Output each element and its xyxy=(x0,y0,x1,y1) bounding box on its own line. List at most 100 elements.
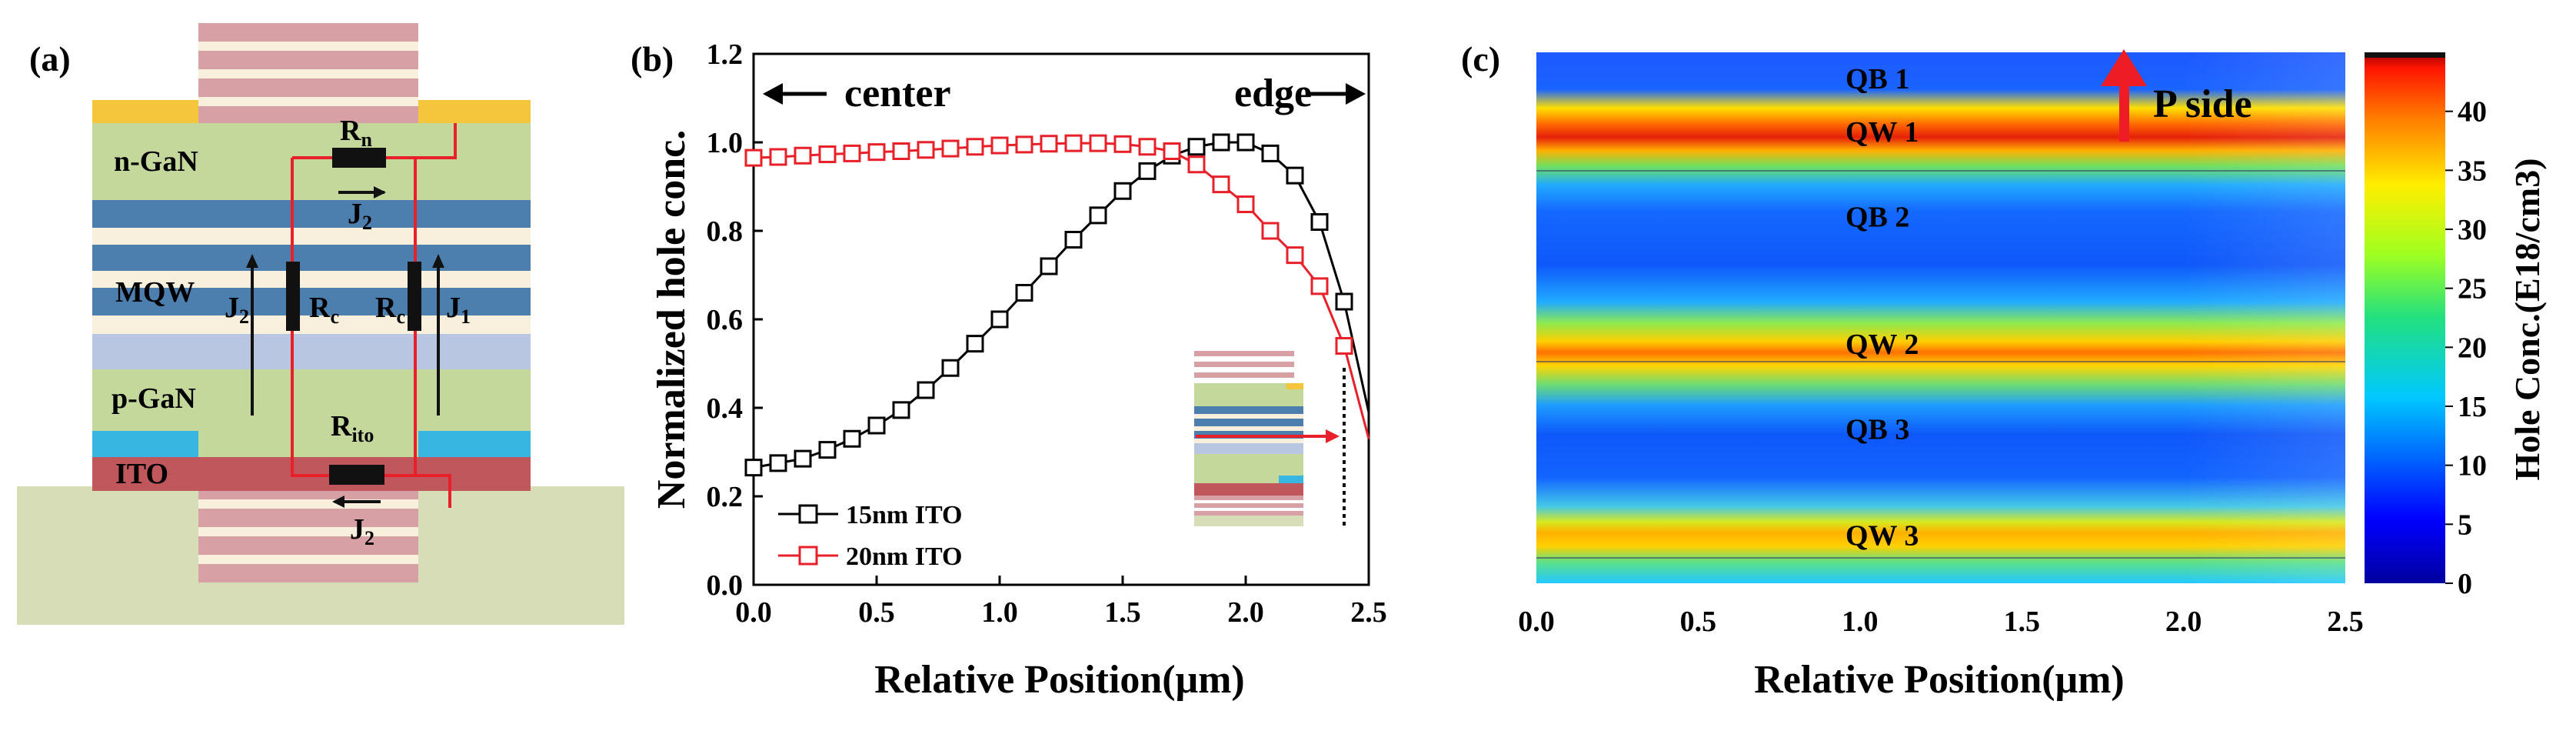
legend-15nm-text: 15nm ITO xyxy=(846,501,962,529)
b-data-point xyxy=(1015,135,1033,154)
resistor-rc-left xyxy=(286,262,300,331)
b-y-tick-label: 1.0 xyxy=(707,127,744,159)
center-arrow-head xyxy=(763,83,783,105)
b-data-point xyxy=(1310,277,1329,295)
spacer-stripe-1 xyxy=(92,228,531,245)
c-region-label: QB 2 xyxy=(1845,201,1909,233)
c-region-label: QB 1 xyxy=(1845,63,1909,95)
barrier-stripe-3 xyxy=(92,288,531,315)
b-axis-ticks: 0.0 0.5 1.0 1.5 2.0 2.5 0.0 0.2 0.4 0.6 0.8 1.0 1.2 xyxy=(707,38,1387,629)
colorbar-tick-label: 15 xyxy=(2458,391,2487,423)
p-gan-layer xyxy=(92,369,531,431)
colorbar-title: Hole Conc.(E18/cm3) xyxy=(2508,158,2547,480)
b-data-point xyxy=(1089,134,1107,152)
b-data-point xyxy=(917,141,935,159)
rc-left-label: Rc xyxy=(309,292,339,328)
p-side-text: P side xyxy=(2153,82,2252,126)
b-data-point xyxy=(818,145,837,164)
edge-arrow-head xyxy=(1346,83,1366,105)
b-x-tick-label: 0.0 xyxy=(735,596,772,629)
b-data-point xyxy=(744,149,763,167)
right-cyan-layer xyxy=(418,431,531,457)
n-gan-layer xyxy=(92,123,531,200)
b-y-tick-label: 0.6 xyxy=(707,304,744,336)
colorbar-tick-label: 5 xyxy=(2458,509,2472,541)
b-data-point xyxy=(1335,292,1353,311)
legend-20nm-text: 20nm ITO xyxy=(846,542,962,571)
legend-15nm-marker xyxy=(798,504,818,524)
b-series-markers xyxy=(744,133,1353,477)
b-data-point xyxy=(794,449,812,468)
bottom-contact-stripes xyxy=(198,481,418,582)
colorbar-tick-label: 10 xyxy=(2458,450,2487,482)
barrier-stripe-1 xyxy=(92,200,531,228)
colorbar-top-cap xyxy=(2365,52,2445,58)
b-x-tick-label: 1.5 xyxy=(1104,596,1141,629)
b-x-axis-title: Relative Position(μm) xyxy=(874,658,1244,702)
edge-annotation: edge xyxy=(1234,72,1366,115)
b-data-point xyxy=(1286,246,1304,265)
edge-text: edge xyxy=(1234,72,1312,115)
left-cyan-layer xyxy=(92,431,198,457)
panel-b-label: (b) xyxy=(631,39,674,78)
resistor-rn xyxy=(332,148,386,168)
inset-red-arrow-head xyxy=(1326,429,1340,443)
j2-top-label: J2 xyxy=(348,198,372,234)
n-gan-text: n-GaN xyxy=(114,145,198,178)
j2-bottom-label: J2 xyxy=(350,513,374,549)
b-data-point xyxy=(966,138,984,156)
b-y-tick-label: 1.2 xyxy=(707,38,744,71)
c-x-tick-label: 0.0 xyxy=(1518,606,1555,638)
c-x-axis-title: Relative Position(μm) xyxy=(1754,658,2124,702)
b-data-point xyxy=(1040,257,1058,275)
b-data-point xyxy=(917,381,935,399)
b-data-point xyxy=(867,416,886,435)
b-data-point xyxy=(892,142,910,160)
right-gold-contact xyxy=(418,100,531,123)
rito-label: Rito xyxy=(331,410,374,446)
c-x-tick-label: 1.0 xyxy=(1842,606,1879,638)
b-data-point xyxy=(990,310,1009,329)
b-data-point xyxy=(1335,337,1353,355)
c-region-label: QW 1 xyxy=(1845,116,1919,149)
j1-right-label: J1 xyxy=(446,292,471,328)
j2-left-label: J2 xyxy=(225,292,249,328)
barrier-stripe-2 xyxy=(92,245,531,271)
b-data-point xyxy=(892,401,910,419)
current-arrows xyxy=(246,186,444,508)
b-data-point xyxy=(1236,195,1255,213)
colorbar-tick-label: 20 xyxy=(2458,332,2487,364)
c-x-ticks: 0.0 0.5 1.0 1.5 2.0 2.5 xyxy=(1518,606,2364,638)
b-x-tick-label: 2.5 xyxy=(1350,596,1387,629)
resistor-rc-right xyxy=(408,262,421,331)
b-data-point xyxy=(1236,133,1255,152)
legend: 15nm ITO 20nm ITO xyxy=(778,501,962,571)
b-data-point xyxy=(1138,162,1157,180)
colorbar-ticks: 0 5 10 15 20 25 30 35 40 xyxy=(2445,96,2487,600)
legend-20nm-marker xyxy=(798,546,818,566)
c-x-tick-label: 1.5 xyxy=(2003,606,2040,638)
b-data-point xyxy=(1261,222,1280,240)
p-side-arrow-head xyxy=(2101,49,2147,86)
b-data-point xyxy=(1310,213,1329,231)
left-gold-contact xyxy=(92,100,198,123)
resistor-rito xyxy=(329,465,384,485)
b-data-point xyxy=(1212,133,1230,152)
b-data-point xyxy=(1040,135,1058,153)
b-data-point xyxy=(1261,144,1280,162)
center-p-gan-extension xyxy=(198,431,418,457)
c-region-label: QW 3 xyxy=(1845,519,1919,552)
b-y-axis-title: Normalized hole conc. xyxy=(650,130,694,509)
b-data-point xyxy=(941,359,960,377)
b-data-point xyxy=(1187,155,1206,174)
b-data-point xyxy=(769,454,787,472)
b-y-tick-label: 0.4 xyxy=(707,392,744,425)
b-data-point xyxy=(843,144,861,162)
panel-c-heatmap: (c) QB 1 QW 1 QB 2 QW 2 QB 3 QW 3 0.0 0.5 1.0 1.… xyxy=(1461,39,2547,702)
center-text: center xyxy=(844,72,951,115)
b-y-tick-label: 0.8 xyxy=(707,215,744,248)
b-data-point xyxy=(1064,134,1083,152)
b-x-tick-label: 1.0 xyxy=(981,596,1018,629)
c-region-label: QW 2 xyxy=(1845,329,1919,361)
b-data-point xyxy=(1015,284,1033,302)
